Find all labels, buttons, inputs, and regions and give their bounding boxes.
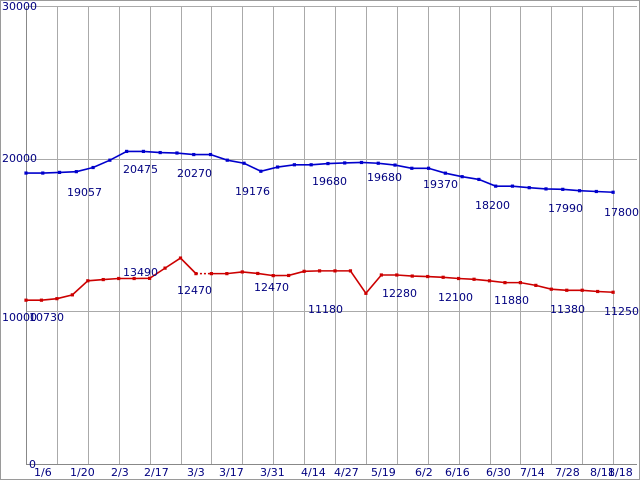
x-axis-label-6: 3/31 (260, 466, 285, 479)
red-series-value-label-9: 11250 (604, 305, 639, 318)
vertical-gridlines (26, 6, 614, 464)
red-series-value-label-2: 12470 (177, 284, 212, 297)
blue-series-value-label-0: 19057 (67, 186, 102, 199)
y-axis-label-2: 10000 (2, 311, 37, 324)
x-axis-label-0: 1/6 (34, 466, 52, 479)
x-axis-label-4: 3/3 (187, 466, 205, 479)
blue-series-value-label-4: 19680 (312, 175, 347, 188)
red-series-value-label-6: 12100 (438, 291, 473, 304)
x-axis-label-2: 2/3 (111, 466, 129, 479)
x-axis-label-16: 8/18 (608, 466, 633, 479)
x-axis-label-15: 8/11 (590, 466, 615, 479)
red-series (24, 256, 615, 302)
x-axis-label-1: 1/20 (70, 466, 95, 479)
blue-series-value-label-6: 19370 (423, 178, 458, 191)
x-axis-label-8: 4/27 (334, 466, 359, 479)
x-axis-label-11: 6/16 (445, 466, 470, 479)
blue-series-value-label-5: 19680 (367, 171, 402, 184)
x-axis-label-5: 3/17 (219, 466, 244, 479)
x-axis-label-3: 2/17 (144, 466, 169, 479)
x-axis-label-14: 7/28 (555, 466, 580, 479)
blue-series (24, 149, 615, 194)
x-axis-label-7: 4/14 (301, 466, 326, 479)
y-axis-label-3: 0 (29, 458, 36, 471)
red-series-value-label-1: 13490 (123, 266, 158, 279)
y-axis-label-1: 20000 (2, 152, 37, 165)
y-axis-label-0: 30000 (2, 0, 37, 13)
x-axis-label-13: 7/14 (520, 466, 545, 479)
blue-series-value-label-7: 18200 (475, 199, 510, 212)
red-series-value-label-3: 12470 (254, 281, 289, 294)
axis-lines (26, 6, 637, 465)
x-axis-label-12: 6/30 (486, 466, 511, 479)
red-series-value-label-5: 12280 (382, 287, 417, 300)
x-axis-label-9: 5/19 (371, 466, 396, 479)
horizontal-gridlines (26, 6, 637, 312)
blue-series-value-label-1: 20475 (123, 163, 158, 176)
blue-series-value-label-3: 19176 (235, 185, 270, 198)
blue-series-value-label-8: 17990 (548, 202, 583, 215)
data-series-layer (24, 149, 615, 302)
x-axis-label-10: 6/2 (415, 466, 433, 479)
blue-series-value-label-9: 17800 (604, 206, 639, 219)
blue-series-value-label-2: 20270 (177, 167, 212, 180)
red-series-value-label-7: 11880 (494, 294, 529, 307)
red-series-value-label-8: 11380 (550, 303, 585, 316)
red-series-value-label-0: 10730 (29, 311, 64, 324)
red-series-value-label-4: 11180 (308, 303, 343, 316)
